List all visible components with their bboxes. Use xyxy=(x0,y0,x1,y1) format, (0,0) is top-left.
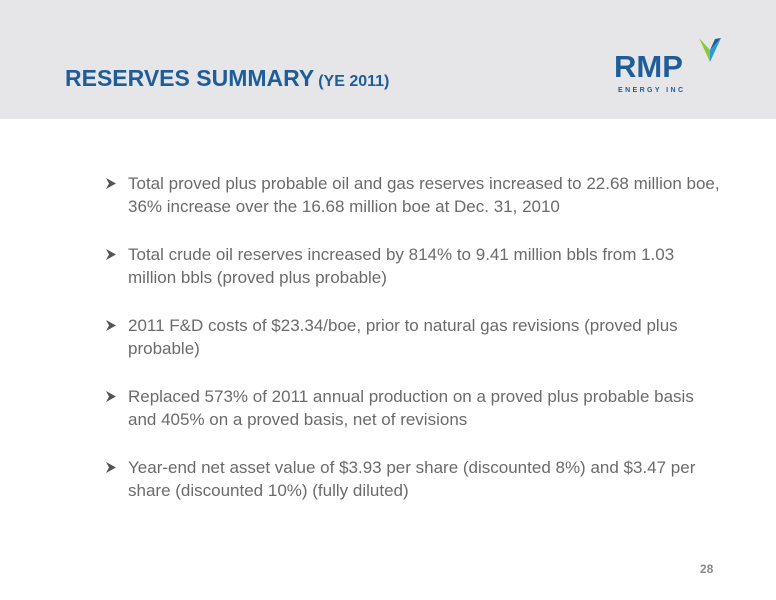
title-subtitle: (YE 2011) xyxy=(318,73,390,90)
bullet-text: Total crude oil reserves increased by 81… xyxy=(128,245,675,287)
list-item: Replaced 573% of 2011 annual production … xyxy=(106,385,726,431)
company-logo: RMP ENERGY INC xyxy=(614,36,724,96)
logo-tagline: ENERGY INC xyxy=(618,87,686,94)
page-title: RESERVES SUMMARY (YE 2011) xyxy=(65,64,389,96)
rmp-logo-chevron-icon xyxy=(699,38,721,62)
arrowhead-bullet-icon xyxy=(106,249,116,260)
bullet-text: Year-end net asset value of $3.93 per sh… xyxy=(128,458,696,500)
bullet-text: Replaced 573% of 2011 annual production … xyxy=(128,387,694,429)
arrowhead-bullet-icon xyxy=(106,391,116,402)
title-text: RESERVES SUMMARY xyxy=(65,65,315,91)
arrowhead-bullet-icon xyxy=(106,178,116,189)
list-item: Total proved plus probable oil and gas r… xyxy=(106,172,726,218)
list-item: Year-end net asset value of $3.93 per sh… xyxy=(106,456,726,502)
logo-wordmark: RMP xyxy=(614,49,683,84)
arrowhead-bullet-icon xyxy=(106,320,116,331)
bullet-text: Total proved plus probable oil and gas r… xyxy=(128,174,720,216)
list-item: 2011 F&D costs of $23.34/boe, prior to n… xyxy=(106,314,726,360)
list-item: Total crude oil reserves increased by 81… xyxy=(106,243,726,289)
arrowhead-bullet-icon xyxy=(106,462,116,473)
bullet-list: Total proved plus probable oil and gas r… xyxy=(106,172,726,527)
bullet-text: 2011 F&D costs of $23.34/boe, prior to n… xyxy=(128,316,678,358)
header-band xyxy=(0,0,776,119)
page-number: 28 xyxy=(700,562,714,576)
